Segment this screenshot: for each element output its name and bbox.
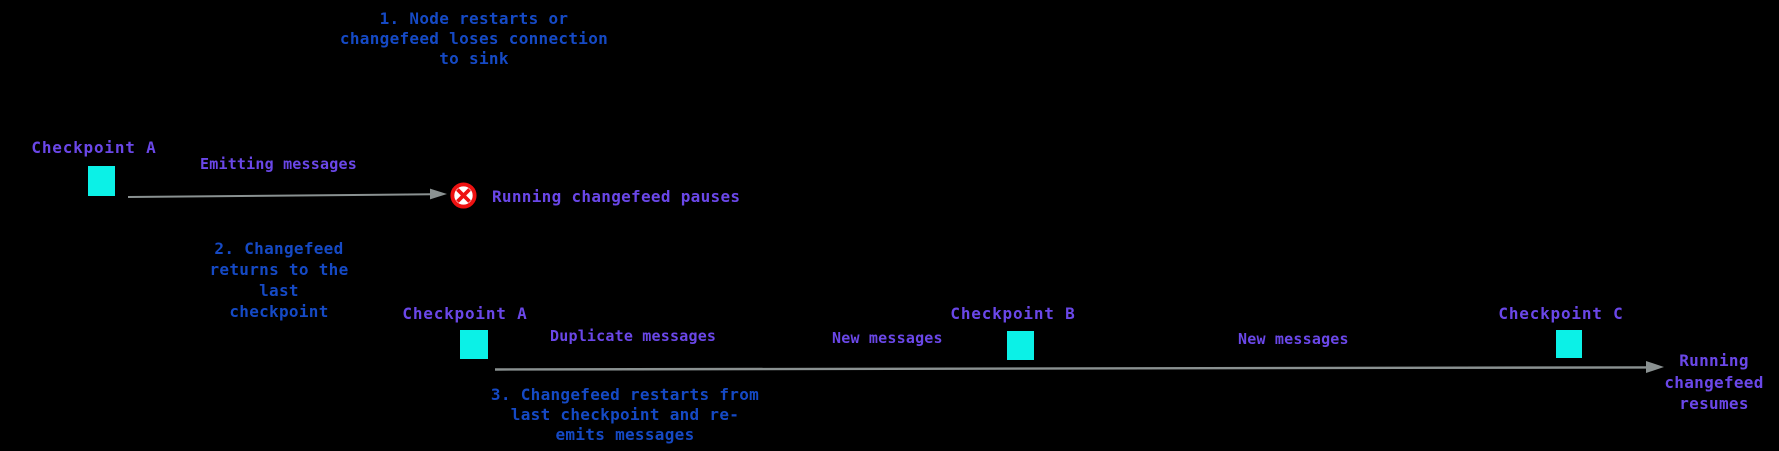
timeline1-checkpoint-a-marker [88, 166, 115, 196]
timeline2-checkpoint-a-label: Checkpoint A [402, 304, 528, 323]
timeline2-checkpoint-a-marker [460, 330, 488, 359]
cancel-circle-shape [450, 182, 477, 209]
timeline2-checkpoint-c-label: Checkpoint C [1498, 304, 1624, 323]
emitting-messages-label: Emitting messages [200, 155, 357, 173]
running-changefeed-pauses-label: Running changefeed pauses [492, 187, 741, 206]
timeline-2-arrow-line [494, 366, 1649, 371]
duplicate-messages-label: Duplicate messages [550, 327, 717, 345]
timeline2-checkpoint-b-label: Checkpoint B [950, 304, 1076, 323]
timeline2-checkpoint-b-marker [1007, 331, 1034, 360]
timeline2-checkpoint-c-marker [1556, 330, 1582, 358]
timeline-1-arrowhead-icon [430, 188, 447, 200]
note-step-1: 1. Node restarts or changefeed loses con… [339, 9, 609, 68]
cancel-x-stroke [456, 188, 471, 203]
cancel-x-circle-icon [450, 182, 477, 209]
new-messages-label-1: New messages [832, 329, 943, 347]
timeline-2-arrowhead-icon [1646, 361, 1664, 373]
note-step-2: 2. Changefeed returns to the last checkp… [209, 239, 349, 321]
running-changefeed-resumes-label: Running changefeed resumes [1664, 351, 1764, 413]
timeline-1-arrow-line [127, 193, 433, 198]
cancel-x-stroke [456, 188, 471, 203]
new-messages-label-2: New messages [1238, 330, 1349, 348]
timeline1-checkpoint-a-label: Checkpoint A [31, 138, 157, 157]
note-step-3: 3. Changefeed restarts from last checkpo… [490, 385, 760, 444]
